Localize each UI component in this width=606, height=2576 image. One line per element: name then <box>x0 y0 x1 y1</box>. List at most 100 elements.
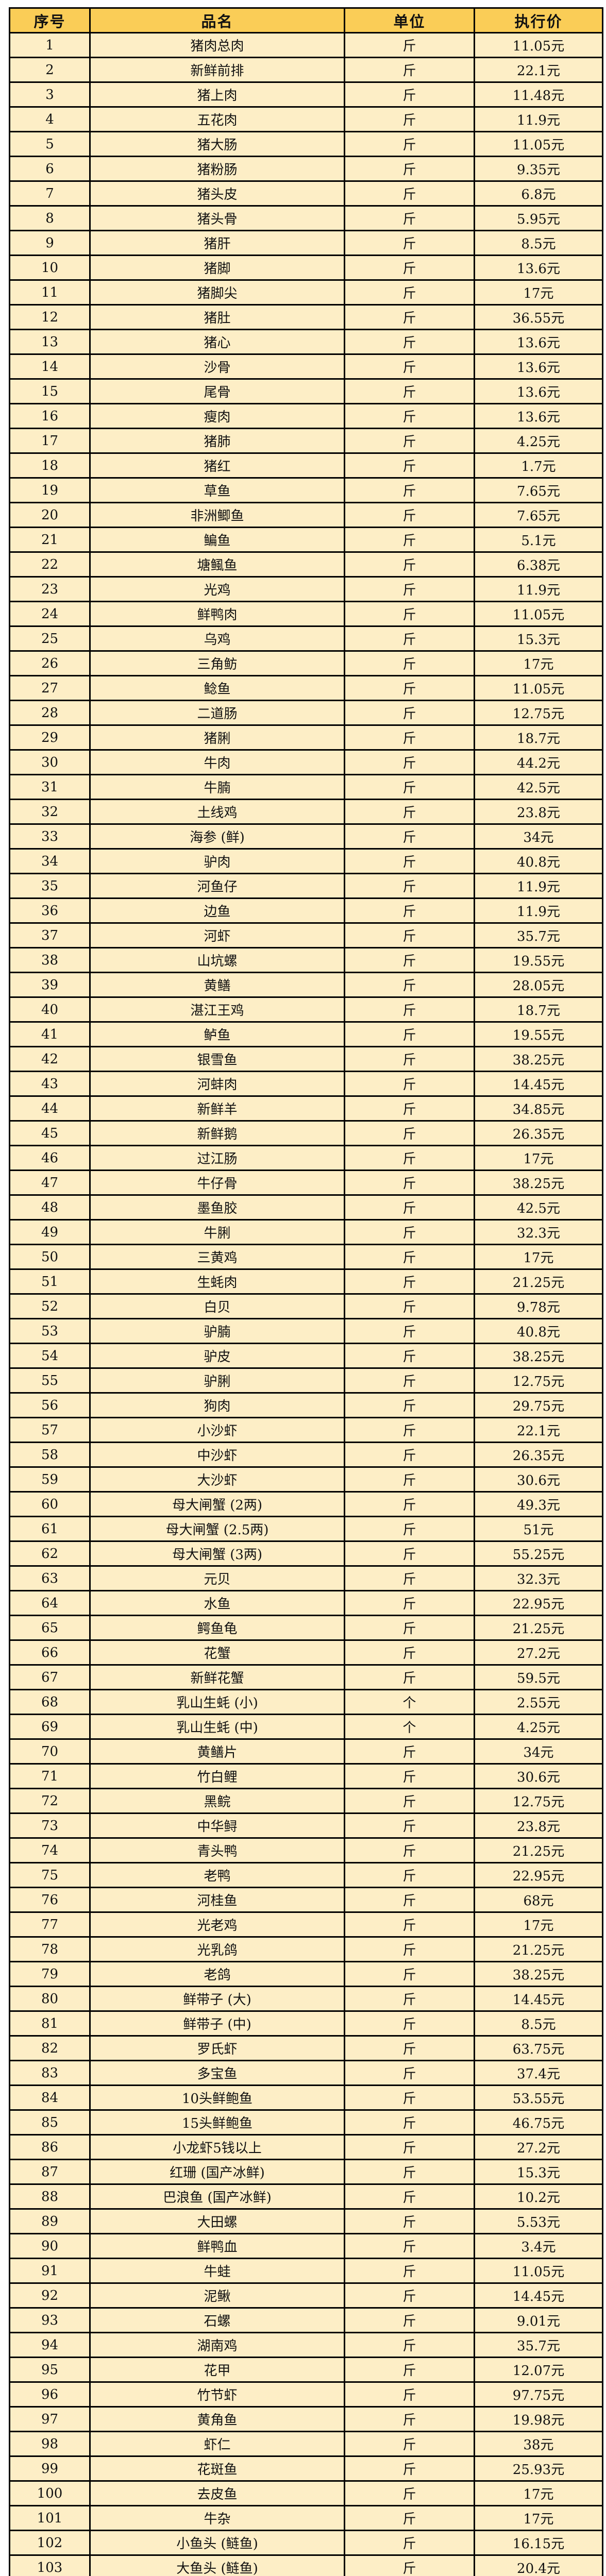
cell-product-name: 泥鳅 <box>89 2282 345 2309</box>
cell-price: 38.25元 <box>474 1343 603 1369</box>
table-row: 83 多宝鱼斤 37.4元 <box>9 2060 603 2086</box>
cell-index: 51 <box>9 1268 91 1295</box>
cell-index: 27 <box>9 675 91 701</box>
cell-price: 12.75元 <box>474 700 603 726</box>
table-row: 25 乌鸡斤 15.3元 <box>9 625 603 652</box>
cell-price: 22.1元 <box>474 57 603 83</box>
cell-product-name: 驴脷 <box>89 1367 345 1394</box>
cell-index: 94 <box>9 2332 91 2358</box>
cell-index: 100 <box>9 2480 91 2506</box>
cell-unit: 斤 <box>344 2357 475 2383</box>
cell-index: 37 <box>9 922 91 948</box>
cell-price: 28.05元 <box>474 972 603 998</box>
cell-unit: 斤 <box>344 922 475 948</box>
cell-index: 41 <box>9 1021 91 1047</box>
cell-unit: 斤 <box>344 1590 475 1616</box>
table-row: 89 大田螺斤 5.53元 <box>9 2208 603 2234</box>
cell-unit: 斤 <box>344 477 475 503</box>
table-row: 51 生蚝肉斤 21.25元 <box>9 1268 603 1295</box>
cell-price: 38元 <box>474 2431 603 2457</box>
cell-index: 76 <box>9 1887 91 1913</box>
cell-product-name: 大沙虾 <box>89 1466 345 1493</box>
cell-index: 80 <box>9 1986 91 2012</box>
cell-price: 22.95元 <box>474 1862 603 1888</box>
cell-price: 14.45元 <box>474 1986 603 2012</box>
cell-unit: 斤 <box>344 1911 475 1938</box>
table-row: 88 巴浪鱼 (国产冰鲜) 斤 10.2元 <box>9 2183 603 2210</box>
cell-product-name: 小鱼头 (鲢鱼) <box>89 2530 345 2556</box>
cell-product-name: 虾仁 <box>89 2431 345 2457</box>
cell-index: 50 <box>9 1244 91 1270</box>
cell-price: 32.3元 <box>474 1219 603 1245</box>
table-row: 100 去皮鱼斤 17元 <box>9 2480 603 2506</box>
table-row: 74 青头鸭斤 21.25元 <box>9 1837 603 1863</box>
cell-index: 3 <box>9 81 91 108</box>
cell-unit: 斤 <box>344 502 475 528</box>
price-table: 序号 品名 单位 执行价 1 猪肉总肉斤 11.05元 2 新鲜前排斤 22.1元 3 猪上肉… <box>9 7 603 2576</box>
cell-price: 22.95元 <box>474 1590 603 1616</box>
table-row: 70 黄鳝片斤 34元 <box>9 1738 603 1765</box>
table-row: 24 鲜鸭肉斤 11.05元 <box>9 601 603 627</box>
cell-unit: 斤 <box>344 2406 475 2432</box>
table-row: 34 驴肉斤 40.8元 <box>9 848 603 874</box>
cell-index: 71 <box>9 1763 91 1789</box>
table-row: 98 虾仁斤 38元 <box>9 2431 603 2457</box>
cell-unit: 斤 <box>344 1887 475 1913</box>
cell-product-name: 牛脷 <box>89 1219 345 1245</box>
cell-price: 11.05元 <box>474 32 603 58</box>
table-row: 20 非洲鲫鱼斤 7.65元 <box>9 502 603 528</box>
table-row: 23 光鸡斤 11.9元 <box>9 576 603 602</box>
cell-product-name: 花甲 <box>89 2357 345 2383</box>
cell-price: 53.55元 <box>474 2084 603 2111</box>
cell-unit: 斤 <box>344 255 475 281</box>
cell-product-name: 老鸽 <box>89 1961 345 1987</box>
table-row: 7 猪头皮斤 6.8元 <box>9 180 603 207</box>
cell-unit: 斤 <box>344 2431 475 2457</box>
table-row: 72 黑鲩斤 12.75元 <box>9 1788 603 1814</box>
cell-unit: 斤 <box>344 2183 475 2210</box>
cell-index: 38 <box>9 947 91 973</box>
cell-price: 11.9元 <box>474 897 603 924</box>
table-row: 3 猪上肉斤 11.48元 <box>9 81 603 108</box>
cell-price: 30.6元 <box>474 1763 603 1789</box>
cell-price: 34元 <box>474 823 603 850</box>
cell-index: 40 <box>9 996 91 1023</box>
cell-index: 36 <box>9 897 91 924</box>
cell-product-name: 新鲜鹅 <box>89 1120 345 1146</box>
cell-product-name: 银雪鱼 <box>89 1046 345 1072</box>
cell-price: 35.7元 <box>474 922 603 948</box>
table-row: 84 10头鲜鲍鱼斤 53.55元 <box>9 2084 603 2111</box>
cell-price: 5.95元 <box>474 205 603 231</box>
cell-index: 59 <box>9 1466 91 1493</box>
cell-price: 21.25元 <box>474 1615 603 1641</box>
cell-unit: 斤 <box>344 452 475 479</box>
cell-product-name: 15头鲜鲍鱼 <box>89 2109 345 2136</box>
cell-product-name: 光乳鸽 <box>89 1936 345 1962</box>
cell-price: 23.8元 <box>474 799 603 825</box>
cell-product-name: 猪头皮 <box>89 180 345 207</box>
cell-price: 13.6元 <box>474 353 603 380</box>
cell-price: 40.8元 <box>474 848 603 874</box>
cell-price: 19.98元 <box>474 2406 603 2432</box>
table-row: 69 乳山生蚝 (中) 个 4.25元 <box>9 1714 603 1740</box>
cell-product-name: 驴皮 <box>89 1343 345 1369</box>
cell-product-name: 竹白鲤 <box>89 1763 345 1789</box>
cell-unit: 斤 <box>344 1961 475 1987</box>
cell-unit: 斤 <box>344 2480 475 2506</box>
cell-price: 9.35元 <box>474 156 603 182</box>
table-row: 55 驴脷斤 12.75元 <box>9 1367 603 1394</box>
cell-unit: 斤 <box>344 1491 475 1517</box>
cell-index: 1 <box>9 32 91 58</box>
cell-unit: 斤 <box>344 2258 475 2284</box>
cell-product-name: 二道肠 <box>89 700 345 726</box>
cell-price: 35.7元 <box>474 2332 603 2358</box>
cell-index: 6 <box>9 156 91 182</box>
cell-index: 78 <box>9 1936 91 1962</box>
cell-product-name: 猪肺 <box>89 428 345 454</box>
cell-price: 18.7元 <box>474 724 603 751</box>
cell-price: 11.9元 <box>474 576 603 602</box>
table-row: 17 猪肺斤 4.25元 <box>9 428 603 454</box>
table-header: 序号 品名 单位 执行价 <box>9 7 603 33</box>
cell-product-name: 新鲜前排 <box>89 57 345 83</box>
cell-index: 44 <box>9 1095 91 1122</box>
